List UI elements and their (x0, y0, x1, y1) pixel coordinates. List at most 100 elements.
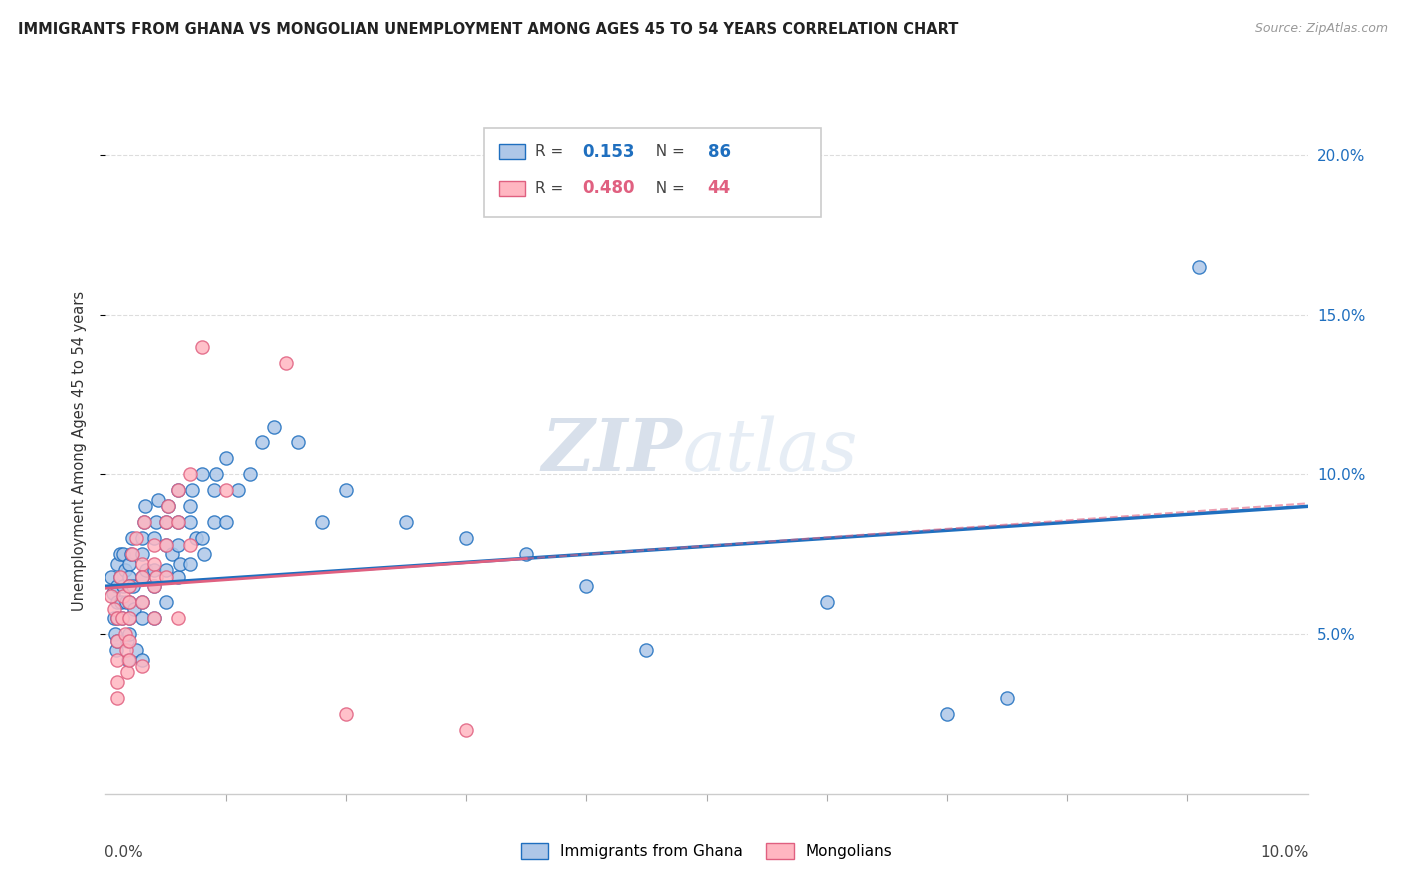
Y-axis label: Unemployment Among Ages 45 to 54 years: Unemployment Among Ages 45 to 54 years (72, 291, 87, 610)
Point (815, 595, 838, 609)
Text: Source: ZipAtlas.com: Source: ZipAtlas.com (1254, 22, 1388, 36)
Point (108, 569, 131, 583)
Point (118, 611, 141, 625)
Point (131, 611, 153, 625)
Point (179, 467, 201, 482)
Point (190, 531, 212, 545)
Point (107, 557, 129, 571)
Text: IMMIGRANTS FROM GHANA VS MONGOLIAN UNEMPLOYMENT AMONG AGES 45 TO 54 YEARS CORREL: IMMIGRANTS FROM GHANA VS MONGOLIAN UNEMP… (18, 22, 959, 37)
Point (114, 563, 136, 577)
Point (124, 643, 146, 657)
Point (142, 579, 165, 593)
FancyBboxPatch shape (499, 180, 524, 195)
Point (103, 611, 125, 625)
Point (114, 627, 136, 641)
Point (142, 563, 165, 577)
Point (142, 557, 165, 571)
Point (111, 611, 134, 625)
Point (166, 569, 188, 583)
Point (155, 538, 177, 552)
FancyBboxPatch shape (484, 128, 821, 217)
Point (190, 340, 212, 354)
Text: atlas: atlas (682, 415, 858, 486)
Point (107, 653, 129, 667)
Point (124, 531, 146, 545)
Point (107, 691, 129, 706)
Point (636, 643, 658, 657)
Point (155, 595, 177, 609)
Point (135, 563, 157, 577)
Point (166, 516, 188, 530)
Text: 86: 86 (707, 143, 731, 161)
Point (118, 579, 141, 593)
Text: 0.480: 0.480 (582, 179, 636, 197)
Point (156, 500, 179, 514)
Text: N =: N = (647, 180, 690, 195)
Point (274, 356, 297, 370)
Point (936, 706, 959, 721)
Point (107, 611, 129, 625)
Point (239, 467, 262, 482)
Point (335, 706, 357, 721)
Point (107, 675, 129, 690)
Point (131, 659, 153, 673)
Point (214, 451, 236, 466)
Point (101, 585, 124, 599)
Point (131, 569, 153, 583)
Point (155, 569, 177, 583)
Point (179, 557, 201, 571)
Point (118, 557, 141, 571)
Point (142, 579, 165, 593)
Text: 10.0%: 10.0% (1260, 846, 1309, 861)
Point (104, 627, 127, 641)
Point (118, 595, 141, 609)
Point (179, 516, 201, 530)
Point (181, 483, 204, 498)
Point (121, 547, 143, 561)
Point (155, 516, 177, 530)
Point (118, 653, 141, 667)
Point (166, 611, 188, 625)
Point (214, 483, 236, 498)
Point (118, 611, 141, 625)
Point (160, 547, 183, 561)
Text: R =: R = (534, 145, 568, 159)
Point (100, 589, 122, 603)
Point (118, 595, 141, 609)
Point (156, 500, 179, 514)
Point (131, 531, 153, 545)
Point (226, 483, 249, 498)
Point (142, 538, 165, 552)
Text: 0.0%: 0.0% (104, 846, 143, 861)
Point (131, 547, 153, 561)
Text: R =: R = (534, 180, 568, 195)
Point (145, 569, 167, 583)
Text: 44: 44 (707, 179, 731, 197)
Point (155, 563, 177, 577)
Point (131, 595, 153, 609)
Point (131, 653, 153, 667)
Point (131, 569, 153, 583)
Point (169, 557, 191, 571)
Point (131, 595, 153, 609)
Point (118, 633, 141, 648)
Point (124, 601, 146, 615)
Point (110, 595, 132, 609)
Point (287, 435, 309, 450)
Point (134, 500, 156, 514)
Point (179, 500, 201, 514)
Point (107, 595, 129, 609)
Point (166, 538, 188, 552)
Point (184, 531, 207, 545)
Point (142, 611, 165, 625)
Point (107, 633, 129, 648)
Point (112, 589, 135, 603)
Point (202, 516, 225, 530)
Point (115, 633, 138, 648)
Point (454, 723, 477, 737)
Point (166, 516, 188, 530)
Point (155, 538, 177, 552)
Point (105, 643, 128, 657)
Point (142, 531, 165, 545)
Point (1188, 260, 1211, 274)
